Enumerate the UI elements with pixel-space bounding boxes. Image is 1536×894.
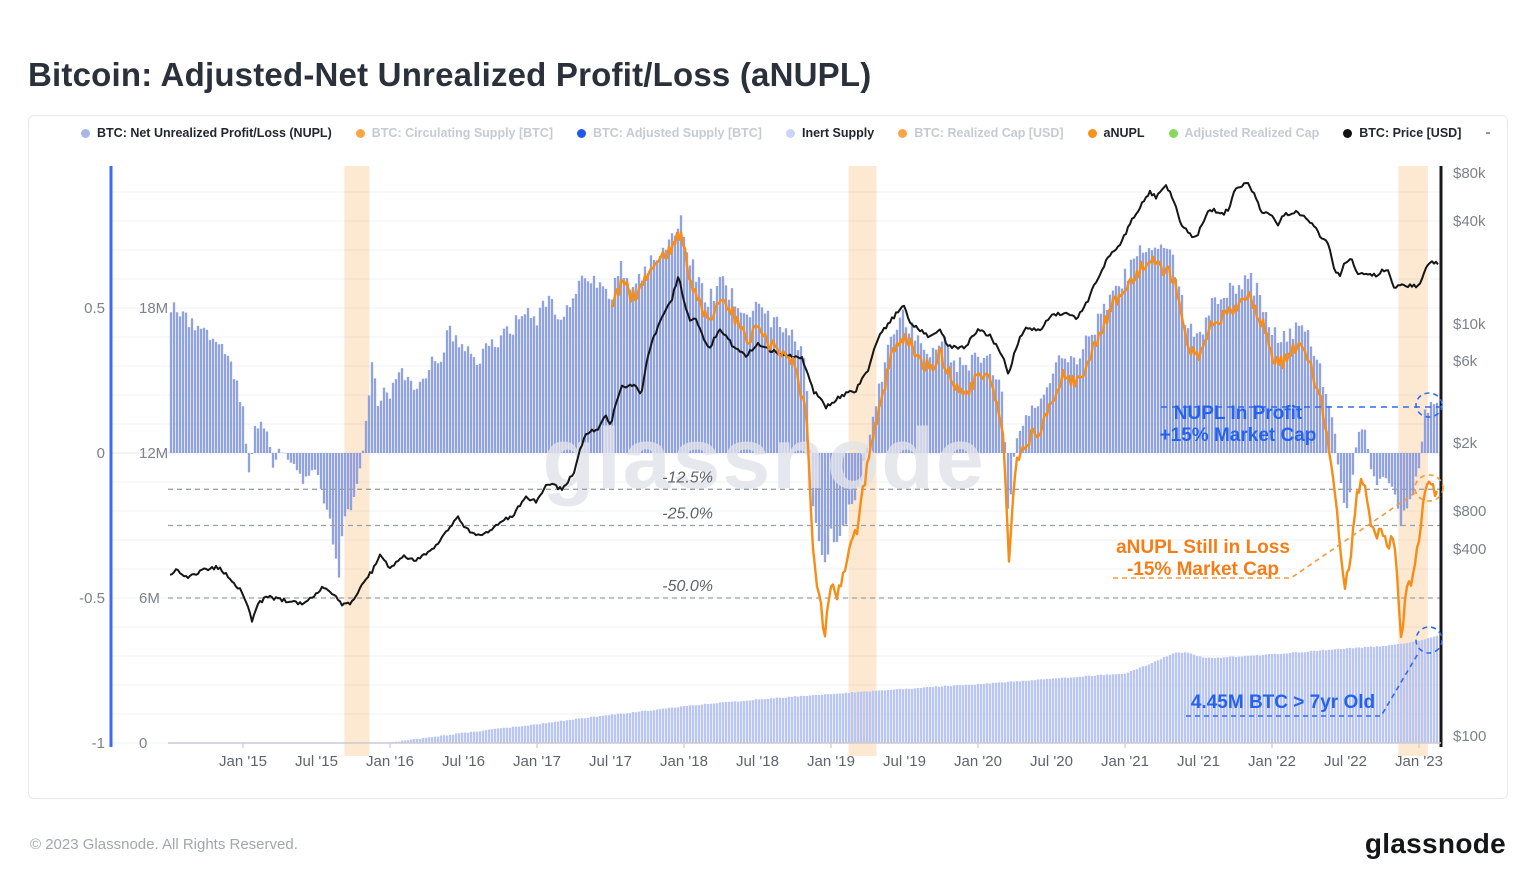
x-axis-tick: Jan '17 [513,753,561,770]
copyright-text: © 2023 Glassnode. All Rights Reserved. [30,836,298,853]
nupl-axis-tick: -0.5 [79,590,105,607]
price-axis-tick: $400 [1453,541,1486,558]
x-axis-tick: Jul '17 [589,753,632,770]
legend-label: aNUPL [1103,126,1145,140]
legend-item-2[interactable]: BTC: Adjusted Supply [BTC] [577,126,762,140]
highlight-band [848,166,877,756]
x-axis-tick: Jul '19 [883,753,926,770]
supply-axis-tick: 0 [139,735,147,752]
price-axis-tick: $2k [1453,435,1478,452]
x-axis-tick: Jan '19 [807,753,855,770]
x-axis-tick: Jul '15 [295,753,338,770]
anupl-chart-canvas: glassnode-12.5% -25.0% -50.0% 0.5 0 -0.5 -1 18M… [79,165,1486,770]
page-title: Bitcoin: Adjusted-Net Unrealized Profit/… [28,56,872,94]
price-axis-tick: $800 [1453,503,1486,520]
annotations: NUPL In Profit+15% Market Cap aNUPL Still… [1113,392,1446,717]
x-axis-tick: Jul '21 [1177,753,1220,770]
x-axis-tick: Jan '21 [1101,753,1149,770]
loss-endpoint-circle [1414,474,1444,502]
loss-annotation-line1: aNUPL Still in Loss [1116,537,1290,558]
x-axis-tick: Jan '20 [954,753,1002,770]
legend-dot [898,128,908,138]
legend-dot [785,128,795,138]
legend-label: BTC: Price [USD] [1359,126,1462,140]
x-axis-tick: Jul '20 [1030,753,1073,770]
nupl-axis-tick: -1 [92,735,105,752]
legend-item-7[interactable]: BTC: Price [USD] [1343,126,1461,140]
supply-axis-tick: 6M [139,590,160,607]
price-axis-tick: $10k [1453,316,1486,333]
price-axis-tick: $40k [1453,213,1486,230]
loss-line-label: -12.5% [662,469,713,486]
legend-label: Adjusted Realized Cap [1184,126,1320,140]
nupl-axis-tick: 0 [97,445,105,462]
legend-item-5[interactable]: aNUPL [1087,126,1145,140]
x-axis-tick: Jan '18 [660,753,708,770]
glassnode-logo: glassnode [1364,828,1506,859]
legend-label: BTC: Realized Cap [USD] [914,126,1064,140]
loss-level-lines: -12.5% -25.0% -50.0% [168,469,1441,599]
legend-dot [1343,128,1353,138]
legend-dot [1087,128,1097,138]
legend-dot [577,128,586,138]
x-axis-tick: Jul '18 [736,753,779,770]
x-axis-tick: Jan '23 [1395,753,1443,770]
price-axis-tick: $80k [1453,165,1486,182]
anupl [610,230,1439,639]
legend-dot [1168,128,1178,138]
legend-label: BTC: Circulating Supply [BTC] [371,126,553,140]
price-line [169,182,1439,623]
legend-item-4[interactable]: BTC: Realized Cap [USD] [898,126,1064,140]
x-axis-tick: Jan '16 [366,753,414,770]
nupl-axis-tick: 0.5 [84,300,105,317]
axis-tick-labels: 0.5 0 -0.5 -1 18M 12M 6M 0 $80k $40k $10k $6k $2k $80… [79,165,1486,770]
legend-collapse-button[interactable]: - [1485,124,1491,141]
nupl-histogram [169,215,1439,578]
legend-item-1[interactable]: BTC: Circulating Supply [BTC] [355,126,553,140]
btc-price [169,182,1439,623]
old-supply-dashed-line [1186,651,1420,717]
legend-label: BTC: Net Unrealized Profit/Loss (NUPL) [97,126,332,140]
loss-line-label: -50.0% [662,578,713,595]
x-axis-tick: Jul '16 [442,753,485,770]
legend-item-6[interactable]: Adjusted Realized Cap [1168,126,1320,140]
legend-dot [81,128,90,138]
price-axis-tick: $6k [1453,353,1478,370]
old-supply-endpoint-circle [1415,626,1443,654]
profit-endpoint-circle [1415,392,1443,418]
supply-axis-tick: 12M [139,445,168,462]
profit-annotation-line1: NUPL In Profit [1174,403,1303,424]
legend-label: Inert Supply [801,126,875,140]
x-axis-tick: Jan '15 [219,753,267,770]
profit-annotation-line2: +15% Market Cap [1160,425,1317,446]
price-axis-tick: $100 [1453,728,1486,745]
chart-legend: BTC: Net Unrealized Profit/Loss (NUPL) BT… [29,116,1507,150]
legend-label: BTC: Adjusted Supply [BTC] [593,126,762,140]
chart-card: BTC: Net Unrealized Profit/Loss (NUPL) BT… [28,115,1508,799]
axes [109,166,1443,747]
inert-supply [388,635,1439,743]
legend-dot [355,128,365,138]
loss-line-label: -25.0% [662,506,713,523]
x-axis-tick: Jan '22 [1248,753,1296,770]
loss-annotation-line2: -15% Market Cap [1127,559,1279,580]
glassnode-watermark: glassnode [542,411,985,507]
legend-item-0[interactable]: BTC: Net Unrealized Profit/Loss (NUPL) [81,126,332,140]
inert-supply-area [388,635,1439,743]
anupl-line [610,230,1439,639]
x-axis-tick: Jul '22 [1324,753,1367,770]
nupl-bars [169,215,1439,578]
supply-axis-tick: 18M [139,300,168,317]
old-supply-annotation: 4.45M BTC > 7yr Old [1191,692,1375,713]
legend-item-3[interactable]: Inert Supply [785,126,875,140]
watermark: glassnode [542,411,985,507]
